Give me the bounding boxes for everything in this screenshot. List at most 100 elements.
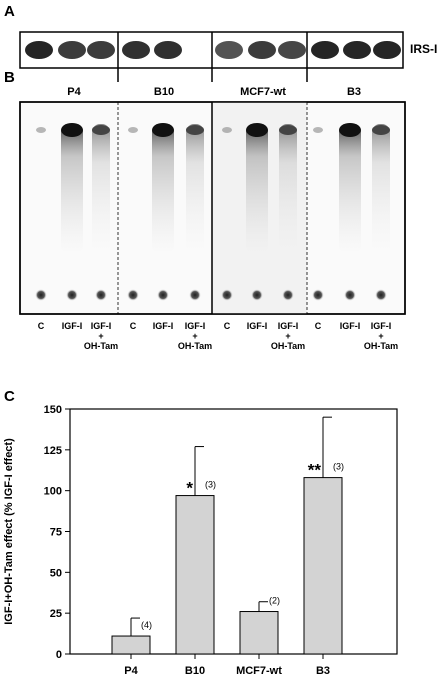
group-label-p4: P4 bbox=[67, 86, 81, 98]
lane-label-line: + bbox=[378, 331, 384, 341]
origin-spot bbox=[35, 289, 47, 301]
control-spot bbox=[128, 127, 138, 133]
lane-label-line: IGF-I bbox=[246, 321, 268, 331]
x-tick-label: P4 bbox=[124, 665, 138, 677]
blot-bands bbox=[25, 41, 401, 59]
lane-label-line: C bbox=[223, 321, 231, 331]
x-tick-label: B10 bbox=[185, 665, 205, 677]
y-tick-label: 150 bbox=[44, 404, 62, 416]
lane-label: C bbox=[19, 321, 63, 351]
lipid-spot bbox=[339, 123, 361, 137]
lipid-smear bbox=[372, 124, 390, 254]
lane-label-line: OH-Tam bbox=[177, 341, 213, 351]
lane-label: IGF-I bbox=[141, 321, 185, 351]
origin-spot bbox=[251, 289, 263, 301]
panel-b-letter: B bbox=[4, 69, 15, 86]
lane-label-line: IGF-I bbox=[277, 321, 299, 331]
irs-band bbox=[311, 41, 339, 59]
lipid-spot bbox=[372, 125, 390, 135]
lipid-smear bbox=[61, 124, 83, 254]
irs-band bbox=[278, 41, 306, 59]
bar bbox=[239, 611, 279, 655]
bar bbox=[111, 635, 151, 655]
lane-label-line: IGF-I bbox=[184, 321, 206, 331]
x-tick-label: MCF7-wt bbox=[236, 665, 282, 677]
lipid-smear bbox=[339, 124, 361, 254]
n-label: (2) bbox=[269, 596, 280, 606]
significance-mark: ** bbox=[308, 461, 322, 480]
lane-label-line: IGF-I bbox=[90, 321, 112, 331]
lipid-smear bbox=[246, 124, 268, 254]
lane-label: IGF-I bbox=[50, 321, 94, 351]
group-brackets bbox=[117, 68, 308, 82]
group-label-mcf7: MCF7-wt bbox=[240, 86, 286, 98]
y-tick-label: 25 bbox=[50, 608, 62, 620]
lipid-spot bbox=[246, 123, 268, 137]
lane-label-line: IGF-I bbox=[61, 321, 83, 331]
tlc-plate bbox=[19, 101, 406, 315]
lipid-smear bbox=[186, 124, 204, 254]
lipid-spot bbox=[152, 123, 174, 137]
irs-band bbox=[154, 41, 182, 59]
n-label: (3) bbox=[333, 462, 344, 472]
panel-a-letter: A bbox=[4, 3, 15, 20]
origin-spot bbox=[157, 289, 169, 301]
y-tick-label: 100 bbox=[44, 486, 62, 498]
bar bbox=[175, 495, 215, 655]
origin-spot bbox=[375, 289, 387, 301]
irs-band bbox=[122, 41, 150, 59]
western-blot bbox=[19, 31, 404, 69]
lane-label: C bbox=[205, 321, 249, 351]
irs-band bbox=[343, 41, 371, 59]
lipid-spot bbox=[92, 125, 110, 135]
origin-spot bbox=[282, 289, 294, 301]
n-label: (3) bbox=[205, 480, 216, 490]
y-tick-label: 0 bbox=[56, 649, 62, 661]
lane-label-line: OH-Tam bbox=[83, 341, 119, 351]
origin-spot bbox=[66, 289, 78, 301]
origin-spot bbox=[127, 289, 139, 301]
origin-spot bbox=[189, 289, 201, 301]
group-label-b10: B10 bbox=[153, 86, 175, 98]
group-label-b3: B3 bbox=[346, 86, 362, 98]
origin-spot bbox=[95, 289, 107, 301]
y-tick-label: 125 bbox=[44, 445, 62, 457]
plot-frame bbox=[69, 408, 398, 655]
lane-label: IGF-I bbox=[328, 321, 372, 351]
lane-label: C bbox=[111, 321, 155, 351]
lane-label-line: C bbox=[314, 321, 322, 331]
control-spot bbox=[313, 127, 323, 133]
control-spot bbox=[222, 127, 232, 133]
origin-spot bbox=[344, 289, 356, 301]
lane-label-line: C bbox=[37, 321, 45, 331]
lane-label-line: IGF-I bbox=[339, 321, 361, 331]
irs-band bbox=[215, 41, 243, 59]
lane-label-line: OH-Tam bbox=[363, 341, 399, 351]
y-axis-label: IGF-I+OH-Tam effect (% IGF-I effect) bbox=[3, 438, 15, 625]
irs-band bbox=[373, 41, 401, 59]
lane-label-line: + bbox=[285, 331, 291, 341]
n-label: (4) bbox=[141, 620, 152, 630]
lane-label-line: + bbox=[98, 331, 104, 341]
y-tick-label: 50 bbox=[50, 567, 62, 579]
origin-spot bbox=[312, 289, 324, 301]
lipid-spot bbox=[186, 125, 204, 135]
lane-label-line: OH-Tam bbox=[270, 341, 306, 351]
irs-band bbox=[87, 41, 115, 59]
significance-mark: * bbox=[186, 479, 193, 498]
origin-spot bbox=[221, 289, 233, 301]
lane-label-line: C bbox=[129, 321, 137, 331]
lipid-smear bbox=[279, 124, 297, 254]
panel-c-letter: C bbox=[4, 388, 15, 405]
y-tick-label: 75 bbox=[50, 527, 62, 539]
lipid-spot bbox=[279, 125, 297, 135]
x-tick-label: B3 bbox=[316, 665, 330, 677]
lane-label: IGF-I + OH-Tam bbox=[359, 321, 403, 351]
lane-label-line: IGF-I bbox=[370, 321, 392, 331]
control-spot bbox=[36, 127, 46, 133]
lane-label-line: + bbox=[192, 331, 198, 341]
irs-band bbox=[25, 41, 53, 59]
lipid-smear bbox=[92, 124, 110, 254]
lipid-smear bbox=[152, 124, 174, 254]
lane-label: C bbox=[296, 321, 340, 351]
